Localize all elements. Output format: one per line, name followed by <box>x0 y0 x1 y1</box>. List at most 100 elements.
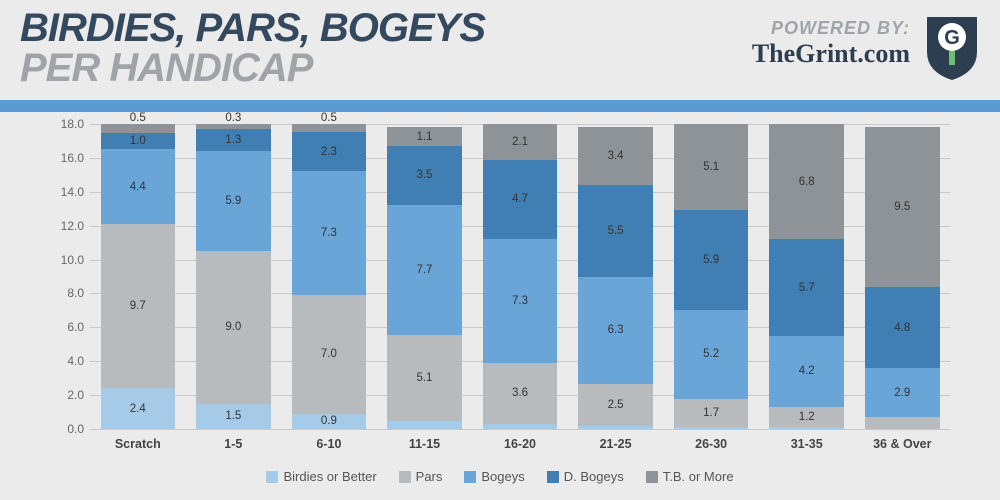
bar-segment: 5.1 <box>387 335 462 421</box>
bar-value-label: 4.8 <box>894 322 910 334</box>
powered-by-label: POWERED BY: <box>752 18 910 39</box>
bar-segment: 6.3 <box>578 277 653 383</box>
bar-value-label: 1.0 <box>130 135 146 147</box>
legend-label: Birdies or Better <box>283 469 376 484</box>
bar-value-label: 7.3 <box>321 227 337 239</box>
bar-value-label: 9.5 <box>894 201 910 213</box>
bar-segment: 3.6 <box>483 363 558 424</box>
bar-value-label: 7.7 <box>416 264 432 276</box>
bar-segment: 0.5 <box>387 421 462 429</box>
bar-value-label: 5.9 <box>225 195 241 207</box>
bar-segment: 7.0 <box>292 295 367 414</box>
bar-segment: 2.3 <box>292 132 367 171</box>
y-axis-label: 10.0 <box>46 253 90 267</box>
bar-value-label: 2.4 <box>130 403 146 415</box>
x-axis-label: 1-5 <box>186 429 282 451</box>
bar-group: 0.33.67.34.72.116-20 <box>472 124 568 429</box>
plot-area: 0.02.04.06.08.010.012.014.016.018.0 2.49… <box>90 124 950 429</box>
legend-item: Bogeys <box>464 469 524 484</box>
bar-segment: 1.3 <box>196 129 271 151</box>
bar-segment: 2.5 <box>578 384 653 426</box>
bar-value-label: 0.3 <box>225 112 241 124</box>
bar-segment: 0.3 <box>196 124 271 129</box>
svg-text:G: G <box>944 27 960 49</box>
bar-segment: 1.1 <box>387 127 462 146</box>
legend-label: T.B. or More <box>663 469 734 484</box>
bar-value-label: 3.6 <box>512 387 528 399</box>
bar-value-label: 7.3 <box>512 295 528 307</box>
bar-segment: 5.9 <box>196 151 271 251</box>
legend: Birdies or Better Pars Bogeys D. Bogeys T.B.… <box>40 469 960 484</box>
legend-swatch <box>464 471 476 483</box>
bar-segment: 4.7 <box>483 160 558 240</box>
legend-swatch <box>399 471 411 483</box>
x-axis-label: 11-15 <box>377 429 473 451</box>
grint-logo-icon: G <box>922 12 982 82</box>
bar-segment: 1.0 <box>101 133 176 150</box>
bar-segment: 3.5 <box>387 146 462 205</box>
bar-group: 0.11.75.25.95.126-30 <box>663 124 759 429</box>
powered-site: TheGrint.com <box>752 39 910 69</box>
bar-segment: 5.5 <box>578 185 653 278</box>
bar-value-label: 1.2 <box>799 411 815 423</box>
bar-value-label: 2.9 <box>894 387 910 399</box>
bar-value-label: 2.3 <box>321 146 337 158</box>
x-axis-label: 6-10 <box>281 429 377 451</box>
bar-value-label: 1.5 <box>225 410 241 422</box>
legend-label: Bogeys <box>481 469 524 484</box>
legend-swatch <box>547 471 559 483</box>
bar-value-label: 5.2 <box>703 348 719 360</box>
bar-value-label: 3.4 <box>608 150 624 162</box>
bar-group: 0.55.17.73.51.111-15 <box>377 124 473 429</box>
x-axis-label: 36 & Over <box>855 429 951 451</box>
legend-label: Pars <box>416 469 443 484</box>
bar-segment: 4.4 <box>101 149 176 224</box>
bar-stack: 0.11.75.25.95.1 <box>674 124 749 429</box>
bar-group: 0.97.07.32.30.56-10 <box>281 124 377 429</box>
legend-item: T.B. or More <box>646 469 734 484</box>
bar-value-label: 1.1 <box>416 131 432 143</box>
bar-segment: 9.5 <box>865 127 940 287</box>
bar-value-label: 4.2 <box>799 365 815 377</box>
bar-segment: 5.2 <box>674 310 749 398</box>
bars-container: 2.49.74.41.00.5Scratch1.59.05.91.30.31-5… <box>90 124 950 429</box>
bar-segment: 9.0 <box>196 251 271 404</box>
bar-group: 2.49.74.41.00.5Scratch <box>90 124 186 429</box>
bar-value-label: 5.1 <box>416 372 432 384</box>
y-axis-label: 4.0 <box>46 354 90 368</box>
bar-group: 1.59.05.91.30.31-5 <box>186 124 282 429</box>
bar-segment: 0.9 <box>292 414 367 429</box>
bar-segment: 0.5 <box>101 124 176 132</box>
y-axis-label: 14.0 <box>46 185 90 199</box>
bar-segment: 2.4 <box>101 388 176 429</box>
bar-stack: 0.11.24.25.76.8 <box>769 124 844 429</box>
bar-segment: 1.5 <box>196 404 271 429</box>
bar-segment: 5.1 <box>674 124 749 210</box>
bar-segment: 6.8 <box>769 124 844 239</box>
bar-stack: 0.97.07.32.30.5 <box>292 124 367 429</box>
legend-item: D. Bogeys <box>547 469 624 484</box>
bar-value-label: 5.5 <box>608 225 624 237</box>
x-axis-label: 31-35 <box>759 429 855 451</box>
bar-value-label: 0.5 <box>321 112 337 124</box>
bar-segment: 4.2 <box>769 336 844 407</box>
bar-segment: 1.2 <box>769 407 844 427</box>
y-axis-label: 16.0 <box>46 151 90 165</box>
bar-segment: 9.7 <box>101 224 176 388</box>
legend-item: Pars <box>399 469 443 484</box>
bar-value-label: 1.7 <box>703 407 719 419</box>
bar-value-label: 9.0 <box>225 321 241 333</box>
bar-stack: 0.5 5.1 7.7 3.5 1.1 <box>387 126 462 429</box>
bar-value-label: 3.5 <box>416 169 432 181</box>
bar-stack: 0.72.94.89.5 <box>865 126 940 429</box>
bar-group: 0.22.56.35.53.421-25 <box>568 124 664 429</box>
bar-segment: 7.3 <box>292 171 367 295</box>
bar-value-label: 1.3 <box>225 134 241 146</box>
bar-segment: 5.7 <box>769 239 844 336</box>
bar-value-label: 0.9 <box>321 415 337 427</box>
y-axis-label: 18.0 <box>46 117 90 131</box>
bar-stack: 2.4 9.74.4 1.0 0.5 <box>101 124 176 429</box>
bar-value-label: 2.1 <box>512 136 528 148</box>
bar-segment: 3.4 <box>578 127 653 184</box>
bar-value-label: 7.0 <box>321 348 337 360</box>
